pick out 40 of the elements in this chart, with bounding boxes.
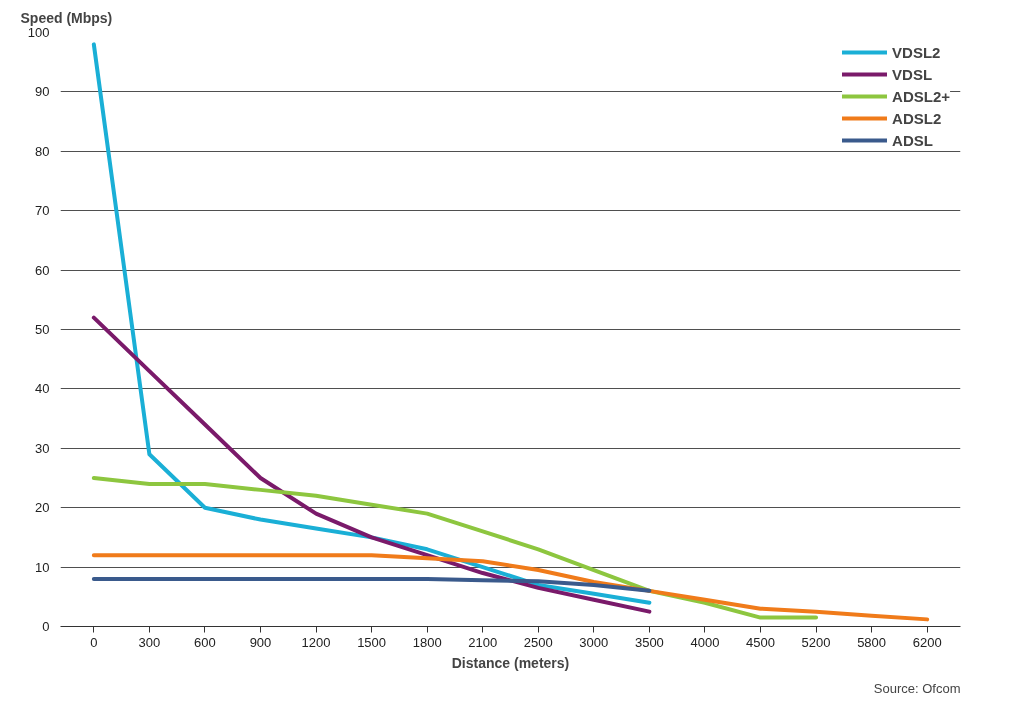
line-series	[91, 315, 652, 614]
line-series	[91, 476, 819, 620]
y-tick-label: 40	[35, 381, 50, 397]
x-tick-label: 0	[90, 634, 98, 650]
legend-label: VDSL2	[892, 43, 941, 61]
x-tick-label: 900	[249, 634, 272, 650]
y-tick-label: 100	[27, 25, 50, 40]
legend-label: VDSL	[892, 65, 933, 83]
y-tick-label: 70	[35, 203, 50, 219]
x-tick-label: 300	[138, 634, 161, 650]
x-tick-label: 1500	[357, 634, 387, 650]
x-tick-label: 3500	[634, 634, 664, 650]
y-tick-label: 0	[42, 619, 50, 634]
x-tick-label: 2500	[523, 634, 553, 650]
y-tick-label: 60	[35, 262, 50, 278]
y-tick-label: 50	[35, 322, 50, 337]
x-tick-label: 1200	[301, 634, 331, 650]
legend-label: ADSL2	[892, 109, 942, 127]
x-tick-label: 3000	[579, 634, 609, 650]
x-tick-label: 5200	[801, 634, 831, 650]
x-tick-label: 4500	[746, 634, 775, 650]
x-tick-label: 4000	[690, 634, 720, 650]
source-note: Source: Ofcom	[873, 680, 961, 696]
y-tick-label: 30	[35, 440, 50, 456]
y-tick-label: 90	[35, 84, 50, 100]
y-axis-title: Speed (Mbps)	[20, 9, 113, 26]
line-series	[91, 576, 652, 593]
x-axis-title: Distance (meters)	[451, 654, 570, 671]
y-tick-label: 20	[35, 500, 50, 516]
x-tick-label: 2100	[468, 634, 498, 650]
y-tick-label: 10	[35, 559, 50, 575]
x-tick-label: 5800	[857, 634, 887, 650]
legend-label: ADSL	[892, 131, 933, 149]
x-tick-label: 600	[194, 634, 216, 650]
legend-label: ADSL2+	[892, 87, 950, 105]
x-tick-label: 6200	[912, 634, 942, 650]
line-series	[91, 553, 930, 622]
y-tick-label: 80	[35, 143, 50, 159]
x-tick-label: 1800	[412, 634, 442, 650]
line-series	[91, 42, 652, 605]
